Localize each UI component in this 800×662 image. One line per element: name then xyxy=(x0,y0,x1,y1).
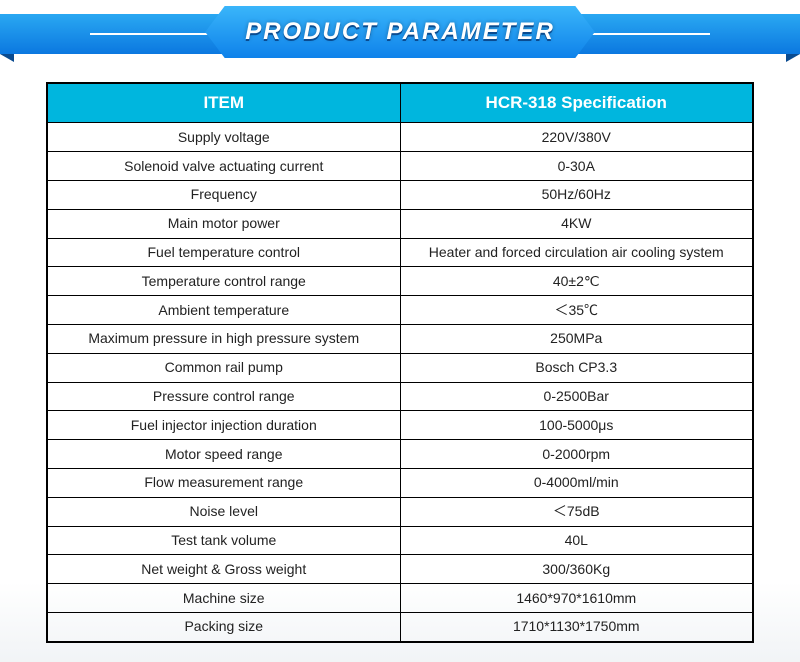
spec-table-container: ITEM HCR-318 Specification Supply voltag… xyxy=(46,82,754,643)
cell-item: Net weight & Gross weight xyxy=(48,555,401,584)
cell-spec: 40L xyxy=(400,526,753,555)
table-row: Ambient temperature＜35℃ xyxy=(48,296,753,325)
table-row: Packing size1710*1130*1750mm xyxy=(48,612,753,641)
cell-item: Main motor power xyxy=(48,209,401,238)
cell-item: Supply voltage xyxy=(48,123,401,152)
cell-spec: Bosch CP3.3 xyxy=(400,353,753,382)
header-item: ITEM xyxy=(48,84,401,123)
cell-item: Frequency xyxy=(48,180,401,209)
table-row: Fuel injector injection duration100-5000… xyxy=(48,411,753,440)
spec-table: ITEM HCR-318 Specification Supply voltag… xyxy=(47,83,753,642)
table-row: Frequency50Hz/60Hz xyxy=(48,180,753,209)
cell-spec: 0-30A xyxy=(400,152,753,181)
table-row: Temperature control range40±2℃ xyxy=(48,267,753,296)
table-row: Supply voltage220V/380V xyxy=(48,123,753,152)
cell-item: Common rail pump xyxy=(48,353,401,382)
table-row: Fuel temperature controlHeater and force… xyxy=(48,238,753,267)
cell-item: Packing size xyxy=(48,612,401,641)
table-header-row: ITEM HCR-318 Specification xyxy=(48,84,753,123)
cell-item: Motor speed range xyxy=(48,440,401,469)
banner-title: PRODUCT PARAMETER xyxy=(205,6,595,58)
banner-line-left xyxy=(90,33,220,35)
cell-spec: 0-2000rpm xyxy=(400,440,753,469)
cell-spec: 4KW xyxy=(400,209,753,238)
cell-item: Flow measurement range xyxy=(48,468,401,497)
table-row: Common rail pumpBosch CP3.3 xyxy=(48,353,753,382)
header-spec: HCR-318 Specification xyxy=(400,84,753,123)
table-row: Motor speed range0-2000rpm xyxy=(48,440,753,469)
table-row: Net weight & Gross weight300/360Kg xyxy=(48,555,753,584)
cell-spec: 1460*970*1610mm xyxy=(400,584,753,613)
banner-line-right xyxy=(580,33,710,35)
title-banner: PRODUCT PARAMETER xyxy=(0,4,800,64)
cell-spec: 300/360Kg xyxy=(400,555,753,584)
cell-item: Fuel injector injection duration xyxy=(48,411,401,440)
cell-item: Pressure control range xyxy=(48,382,401,411)
banner-fold-right-icon xyxy=(786,54,800,62)
cell-spec: 1710*1130*1750mm xyxy=(400,612,753,641)
cell-item: Maximum pressure in high pressure system xyxy=(48,324,401,353)
table-body: Supply voltage220V/380VSolenoid valve ac… xyxy=(48,123,753,641)
cell-spec: 220V/380V xyxy=(400,123,753,152)
cell-item: Temperature control range xyxy=(48,267,401,296)
cell-item: Ambient temperature xyxy=(48,296,401,325)
table-row: Main motor power4KW xyxy=(48,209,753,238)
cell-spec: 50Hz/60Hz xyxy=(400,180,753,209)
table-row: Solenoid valve actuating current0-30A xyxy=(48,152,753,181)
cell-item: Noise level xyxy=(48,497,401,526)
cell-spec: Heater and forced circulation air coolin… xyxy=(400,238,753,267)
cell-item: Test tank volume xyxy=(48,526,401,555)
cell-item: Solenoid valve actuating current xyxy=(48,152,401,181)
cell-spec: 100-5000μs xyxy=(400,411,753,440)
cell-spec: ＜75dB xyxy=(400,497,753,526)
cell-item: Machine size xyxy=(48,584,401,613)
cell-spec: ＜35℃ xyxy=(400,296,753,325)
banner-fold-left-icon xyxy=(0,54,14,62)
cell-spec: 0-2500Bar xyxy=(400,382,753,411)
table-row: Machine size1460*970*1610mm xyxy=(48,584,753,613)
table-row: Noise level＜75dB xyxy=(48,497,753,526)
cell-spec: 40±2℃ xyxy=(400,267,753,296)
table-row: Pressure control range0-2500Bar xyxy=(48,382,753,411)
cell-spec: 0-4000ml/min xyxy=(400,468,753,497)
table-row: Flow measurement range0-4000ml/min xyxy=(48,468,753,497)
cell-spec: 250MPa xyxy=(400,324,753,353)
table-row: Maximum pressure in high pressure system… xyxy=(48,324,753,353)
table-row: Test tank volume40L xyxy=(48,526,753,555)
cell-item: Fuel temperature control xyxy=(48,238,401,267)
